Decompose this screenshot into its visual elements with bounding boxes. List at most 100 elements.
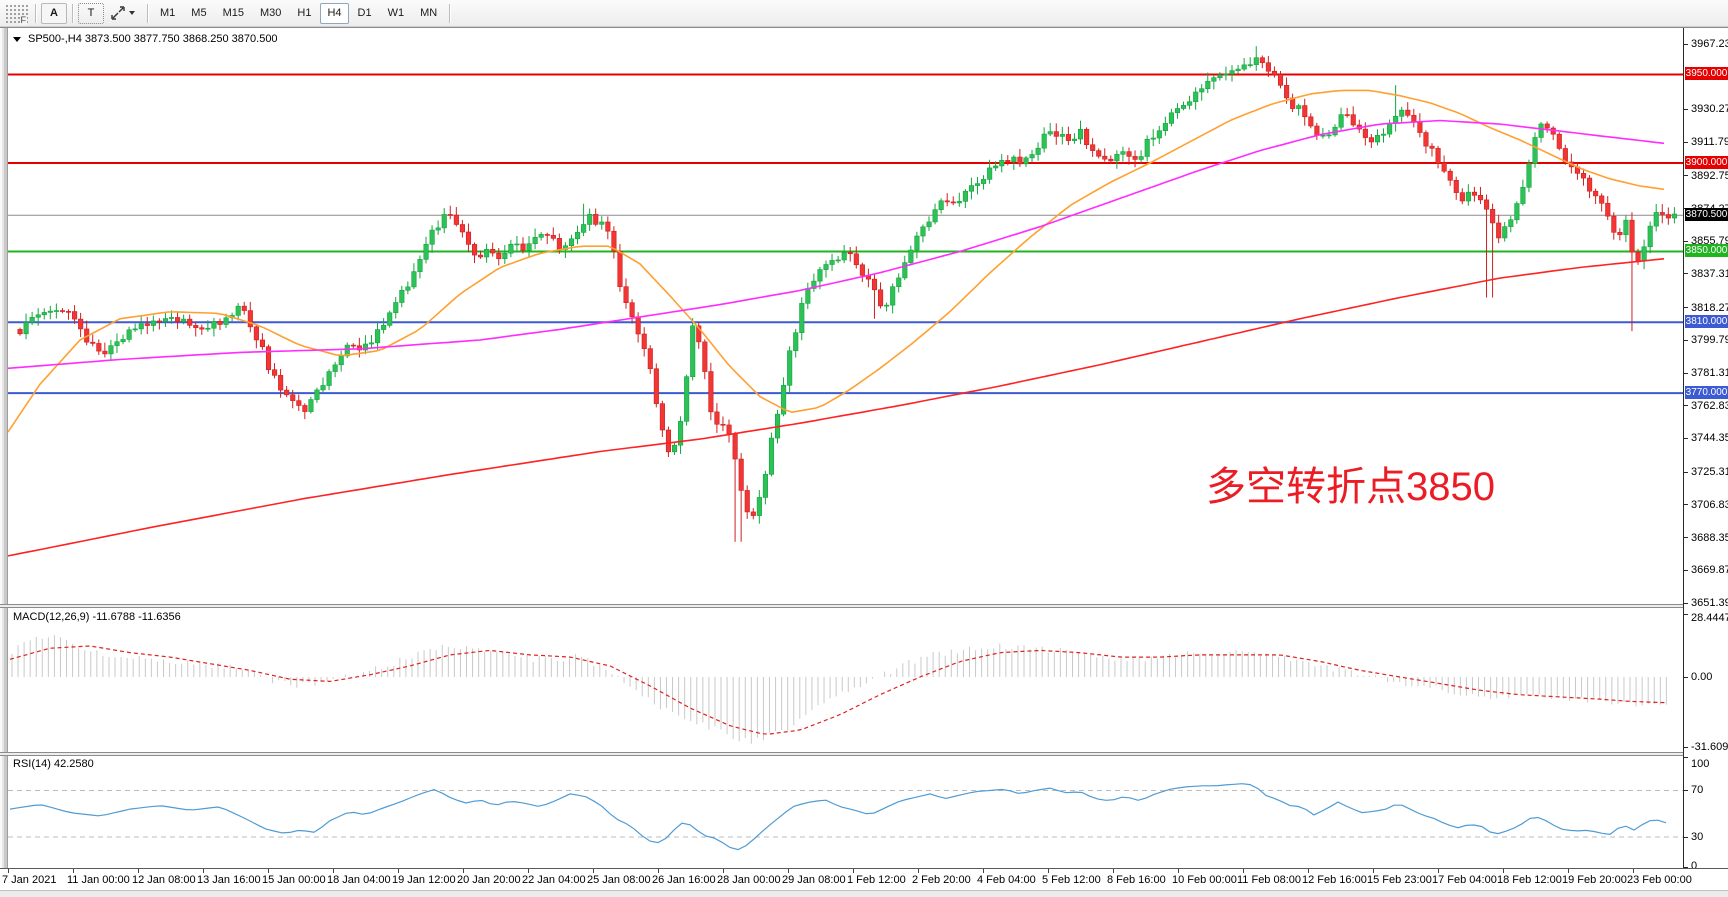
- time-axis-label: 18 Jan 04:00: [327, 874, 391, 886]
- time-axis-label: 11 Jan 00:00: [67, 874, 130, 886]
- price-axis-tick-mark: [1684, 339, 1688, 341]
- price-axis-tick-mark: [1684, 504, 1688, 506]
- current-price-badge: 3870.500: [1685, 208, 1728, 222]
- toolbar-separator: [72, 3, 73, 23]
- time-axis-label: 4 Feb 04:00: [977, 874, 1036, 886]
- ma-line-magenta: [8, 119, 1665, 370]
- macd-axis-tick-mark: [1684, 747, 1688, 748]
- timeframe-group: M1 M5 M15 M30 H1 H4 D1 W1 MN: [153, 2, 444, 24]
- price-axis-tick-mark: [1684, 273, 1688, 275]
- ma-line-red: [8, 258, 1665, 557]
- time-axis-tick-mark: [398, 869, 399, 873]
- time-axis-tick-mark: [1633, 869, 1634, 873]
- time-axis-tick-mark: [138, 869, 139, 873]
- symbol-ohlc-text: SP500-,H4 3873.500 3877.750 3868.250 387…: [28, 33, 278, 45]
- timeframe-button-h4[interactable]: H4: [320, 2, 349, 24]
- chart-annotation-text[interactable]: 多空转折点3850: [1206, 465, 1495, 509]
- rsi-axis-tick-mark: [1684, 790, 1688, 792]
- timeframe-button-m5[interactable]: M5: [184, 3, 213, 24]
- time-axis-label: 23 Feb 00:00: [1627, 874, 1692, 886]
- time-axis-tick-mark: [1048, 869, 1049, 873]
- price-axis-tick-label: 3837.310: [1691, 267, 1728, 280]
- timeframe-button-mn[interactable]: MN: [413, 3, 444, 24]
- timeframe-button-m30[interactable]: M30: [253, 3, 288, 24]
- price-axis-tick-mark: [1684, 602, 1688, 604]
- price-axis[interactable]: 3967.2303930.2703911.7903892.7503874.270…: [1683, 28, 1728, 890]
- macd-signal-line: [9, 645, 1667, 735]
- price-axis-tick-mark: [1684, 141, 1688, 143]
- rsi-axis-tick-mark: [1684, 757, 1688, 758]
- price-axis-tick-label: 3818.270: [1691, 301, 1728, 314]
- macd-label: MACD(12,26,9) -11.6788 -11.6356: [13, 611, 181, 623]
- price-axis-tick-label: 3781.310: [1691, 367, 1728, 380]
- ma-line-orange: [8, 89, 1665, 433]
- text-tool-button[interactable]: T: [78, 2, 104, 24]
- price-axis-tick-label: 3669.870: [1691, 564, 1728, 577]
- price-axis-tick-mark: [1684, 372, 1688, 374]
- toolbar-grip-icon[interactable]: F: [4, 3, 28, 25]
- timeframe-button-w1[interactable]: W1: [381, 3, 412, 24]
- arrows-icon: [111, 6, 125, 20]
- time-axis[interactable]: 7 Jan 2021 11 Jan 00:00 12 Jan 08:00 13 Jan…: [0, 868, 1728, 890]
- timeframe-button-d1[interactable]: D1: [351, 3, 379, 24]
- time-axis-tick-mark: [1178, 869, 1179, 873]
- time-axis-label: 15 Feb 23:00: [1367, 874, 1432, 886]
- macd-histogram: [11, 635, 1667, 744]
- price-level-badge: 3900.000: [1685, 155, 1728, 169]
- time-axis-label: 20 Jan 20:00: [457, 874, 521, 886]
- toolbar-separator: [147, 3, 148, 23]
- time-axis-tick-mark: [983, 869, 984, 873]
- price-level-badge: 3770.000: [1685, 386, 1728, 400]
- time-axis-tick-mark: [1568, 869, 1569, 873]
- time-axis-tick-mark: [333, 869, 334, 873]
- price-axis-tick-label: 3688.350: [1691, 531, 1728, 544]
- time-axis-tick-mark: [8, 869, 9, 873]
- price-axis-tick-label: 3651.390: [1691, 597, 1728, 610]
- time-axis-label: 12 Jan 08:00: [132, 874, 196, 886]
- time-axis-label: 25 Jan 08:00: [587, 874, 651, 886]
- time-axis-label: 18 Feb 12:00: [1497, 874, 1562, 886]
- price-axis-tick-label: 3855.790: [1691, 235, 1728, 248]
- panel-splitter[interactable]: [0, 604, 1728, 608]
- price-axis-tick-label: 3725.310: [1691, 466, 1728, 479]
- time-axis-label: 26 Jan 16:00: [652, 874, 716, 886]
- price-axis-tick-label: 3930.270: [1691, 103, 1728, 116]
- rsi-axis-tick-mark: [1684, 837, 1688, 839]
- time-axis-label: 8 Feb 16:00: [1107, 874, 1166, 886]
- main-price-chart: [8, 46, 1683, 557]
- collapse-triangle-icon[interactable]: [13, 36, 21, 42]
- rsi-line: [9, 783, 1667, 851]
- macd-axis-tick-label: 0.00: [1691, 671, 1713, 683]
- time-axis-tick-mark: [1373, 869, 1374, 873]
- price-axis-tick-mark: [1684, 175, 1688, 177]
- price-axis-tick-mark: [1684, 537, 1688, 539]
- arrows-tool-button[interactable]: [104, 3, 142, 24]
- time-axis-tick-mark: [1243, 869, 1244, 873]
- macd-indicator-chart: [9, 635, 1667, 744]
- time-axis-tick-mark: [203, 869, 204, 873]
- price-axis-tick-mark: [1684, 569, 1688, 571]
- dropdown-caret-icon: [129, 11, 135, 15]
- time-axis-label: 17 Feb 04:00: [1432, 874, 1497, 886]
- macd-axis-tick-mark: [1684, 677, 1688, 678]
- timeframe-button-h1[interactable]: H1: [290, 3, 318, 24]
- rsi-label: RSI(14) 42.2580: [13, 758, 94, 770]
- macd-axis-tick-label: -31.6096: [1691, 741, 1728, 753]
- rsi-indicator-chart: [8, 783, 1683, 851]
- timeframe-button-m1[interactable]: M1: [153, 3, 182, 24]
- annotate-letter-button[interactable]: A: [41, 2, 67, 24]
- price-axis-tick-mark: [1684, 307, 1688, 309]
- price-axis-tick-label: 3762.830: [1691, 399, 1728, 412]
- time-axis-tick-mark: [463, 869, 464, 873]
- macd-axis-tick-mark: [1684, 613, 1688, 615]
- time-axis-tick-mark: [658, 869, 659, 873]
- grip-f-label: F: [19, 15, 27, 25]
- time-axis-label: 15 Jan 00:00: [262, 874, 326, 886]
- chart-symbol-title: SP500-,H4 3873.500 3877.750 3868.250 387…: [13, 33, 278, 45]
- time-axis-label: 5 Feb 12:00: [1042, 874, 1101, 886]
- panel-splitter[interactable]: [0, 752, 1728, 756]
- timeframe-button-m15[interactable]: M15: [216, 3, 251, 24]
- window-bottom-strip: [0, 890, 1728, 897]
- rsi-axis-tick-label: 100: [1691, 758, 1710, 770]
